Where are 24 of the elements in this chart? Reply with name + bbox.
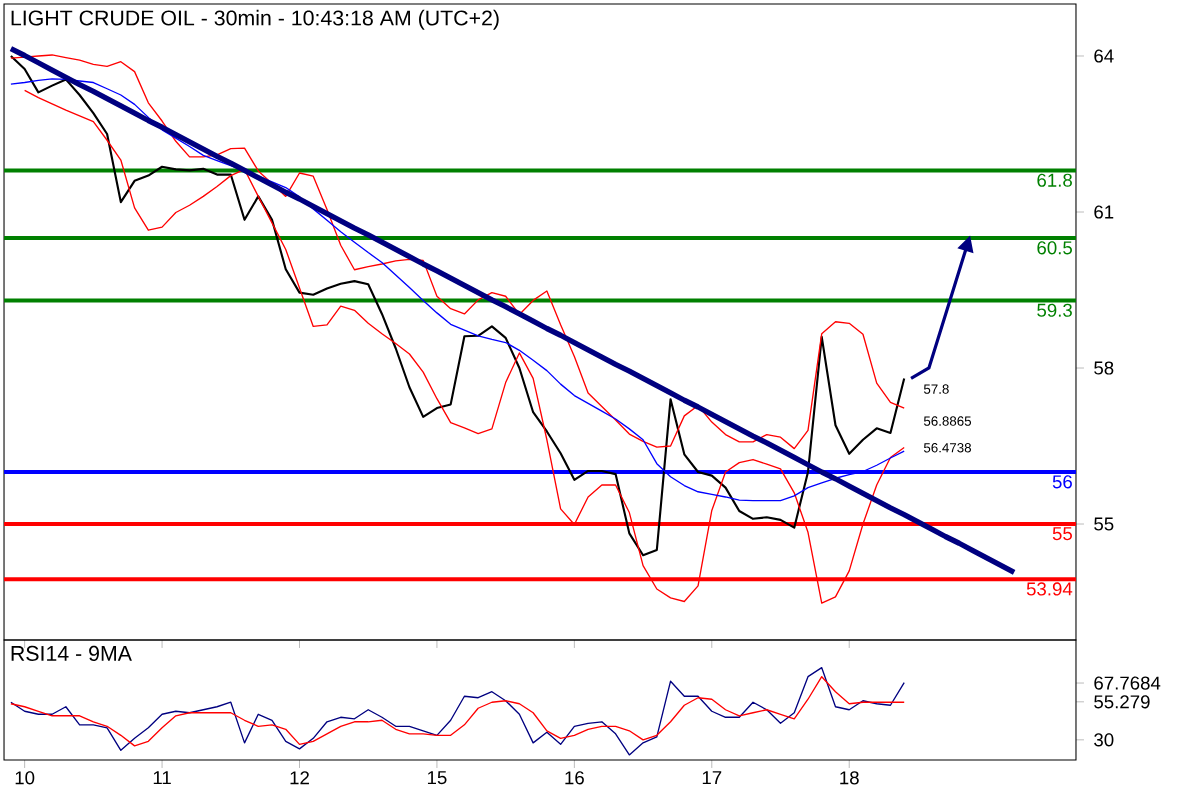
line-series [9,54,906,557]
ref-line-label: 56 [1052,475,1072,489]
y-tick-label: 55.279 [1094,695,1150,709]
ref-line-label: 55 [1052,527,1072,541]
line-series [10,54,905,450]
y-tick-label: 61 [1094,205,1114,219]
x-tick-label: 16 [565,771,584,785]
ref-line-label: 61.8 [1037,173,1072,187]
chart-title: RSI14 - 9MA [11,645,132,661]
x-tick-label: 18 [840,771,859,785]
y-tick-label: 67.7684 [1094,676,1161,690]
y-tick-label: 58 [1094,361,1114,375]
x-tick-label: 15 [427,771,447,785]
ref-line-label: 60.5 [1037,241,1072,255]
y-tick-label: 30 [1094,733,1114,747]
x-tick-label: 10 [15,771,35,785]
chart-title: LIGHT CRUDE OIL - 30min - 10:43:18 AM (UTC+2) [11,9,499,30]
x-tick-label: 12 [290,771,309,785]
y-tick-label: 55 [1094,517,1114,531]
x-tick-label: 17 [702,771,722,785]
ref-line-label: 59.3 [1037,303,1072,317]
y-tick-label: 64 [1094,49,1114,63]
ref-line-label: 53.94 [1026,582,1073,596]
x-tick-label: 11 [153,771,171,785]
